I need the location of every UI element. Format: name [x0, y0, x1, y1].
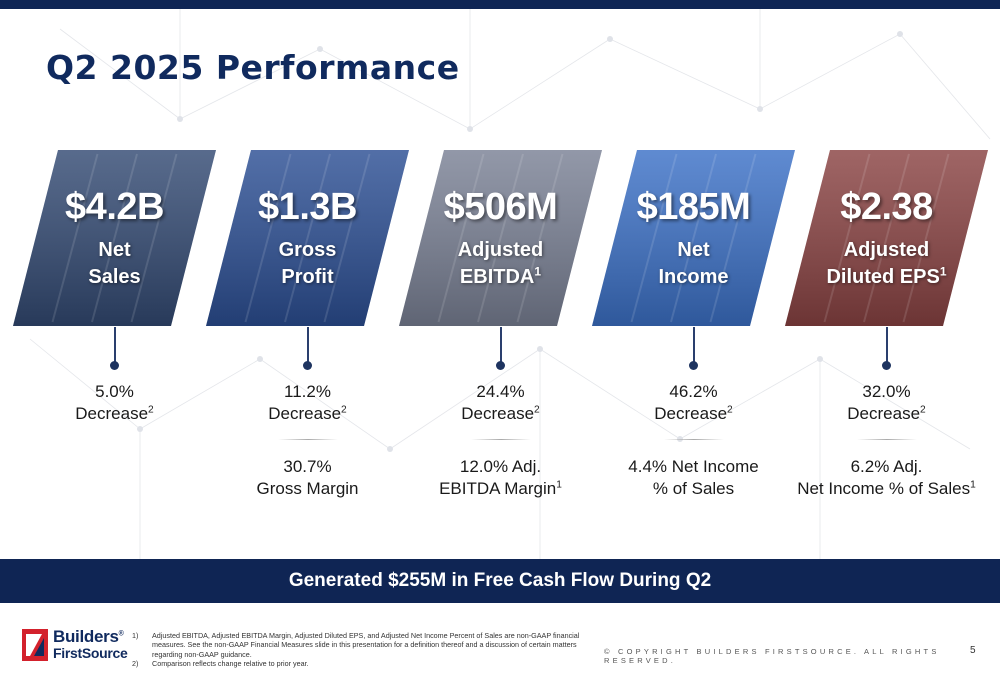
- logo-text-builders: Builders®: [53, 627, 124, 646]
- top-accent-bar: [0, 0, 1000, 9]
- metric-value: $2.38: [840, 186, 933, 228]
- copyright-notice: © COPYRIGHT BUILDERS FIRSTSOURCE. ALL RI…: [604, 647, 940, 665]
- metric-value: $185M: [636, 186, 751, 228]
- card-background-0: [13, 150, 216, 326]
- change-value: 5.0%: [95, 382, 134, 401]
- detail-line-2: % of Sales: [652, 479, 735, 498]
- divider: [663, 439, 724, 440]
- metric-value: $1.3B: [258, 186, 357, 228]
- metric-card-2: $506M Adjusted EBITDA1: [406, 150, 596, 326]
- change-value: 32.0%: [862, 382, 911, 401]
- logo-text-firstsource: FirstSource: [53, 645, 128, 661]
- change-value: 24.4%: [476, 382, 525, 401]
- change-label: Decrease2: [461, 404, 540, 423]
- metric-card-4: $2.38 Adjusted Diluted EPS1: [792, 150, 982, 326]
- detail-line-2: Gross Margin: [256, 479, 359, 498]
- metric-cards: [13, 150, 988, 326]
- metric-card-1: $1.3B Gross Profit: [213, 150, 403, 326]
- background-network-pattern: [29, 9, 991, 559]
- card-background-2: [399, 150, 602, 326]
- metric-label: Net Sales: [88, 239, 141, 288]
- footnotes: 1) Adjusted EBITDA, Adjusted EBITDA Marg…: [132, 631, 592, 669]
- page-title: Q2 2025 Performance: [46, 48, 460, 87]
- connector-dot: [882, 361, 891, 370]
- metric-detail-1: 11.2% Decrease2 30.7% Gross Margin: [208, 381, 408, 500]
- change-label: Decrease2: [847, 404, 926, 423]
- connector-dot: [303, 361, 312, 370]
- connector-dot: [110, 361, 119, 370]
- metric-value: $4.2B: [65, 186, 164, 228]
- divider: [470, 439, 531, 440]
- metric-value: $506M: [443, 186, 558, 228]
- footnote-2: 2) Comparison reflects change relative t…: [132, 659, 309, 669]
- metric-label: Adjusted Diluted EPS1: [826, 239, 947, 288]
- detail-line-2: EBITDA Margin1: [439, 479, 562, 498]
- metric-label: Adjusted EBITDA1: [457, 239, 544, 288]
- metric-label: Net Income: [658, 239, 729, 288]
- connector-line: [885, 327, 888, 365]
- metric-detail-4: 32.0% Decrease2 6.2% Adj. Net Income % of S…: [787, 381, 987, 500]
- connector-dot: [689, 361, 698, 370]
- change-label: Decrease2: [654, 404, 733, 423]
- metric-detail-2: 24.4% Decrease2 12.0% Adj. EBITDA Margin1: [401, 381, 601, 500]
- metric-card-0: $4.2B Net Sales: [20, 150, 210, 326]
- company-logo: Builders® FirstSource: [22, 627, 132, 663]
- change-label: Decrease2: [268, 404, 347, 423]
- connector-line: [306, 327, 309, 365]
- footnote-1: 1) Adjusted EBITDA, Adjusted EBITDA Marg…: [132, 631, 580, 659]
- change-value: 11.2%: [284, 382, 331, 401]
- detail-line-1: 4.4% Net Income: [628, 457, 759, 476]
- detail-line-1: 30.7%: [283, 457, 332, 476]
- connector-line: [499, 327, 502, 365]
- change-value: 46.2%: [669, 382, 718, 401]
- divider: [277, 439, 338, 440]
- card-background-4: [785, 150, 988, 326]
- metric-label: Gross Profit: [278, 239, 337, 288]
- free-cash-flow-banner: Generated $255M in Free Cash Flow During…: [0, 559, 1000, 603]
- detail-line-1: 6.2% Adj.: [850, 457, 923, 476]
- card-background-3: [592, 150, 795, 326]
- metric-detail-0: 5.0% Decrease2: [15, 381, 215, 425]
- page-number: 5: [970, 645, 976, 656]
- divider: [856, 439, 917, 440]
- detail-line-1: 12.0% Adj.: [459, 457, 542, 476]
- card-background-1: [206, 150, 409, 326]
- metric-detail-3: 46.2% Decrease2 4.4% Net Income % of Sales: [594, 381, 794, 500]
- detail-line-2: Net Income % of Sales1: [797, 479, 976, 498]
- change-label: Decrease2: [75, 404, 154, 423]
- connector-dot: [496, 361, 505, 370]
- connector-line: [692, 327, 695, 365]
- metric-card-3: $185M Net Income: [599, 150, 789, 326]
- builders-firstsource-logo-icon: [22, 629, 48, 661]
- connector-line: [113, 327, 116, 365]
